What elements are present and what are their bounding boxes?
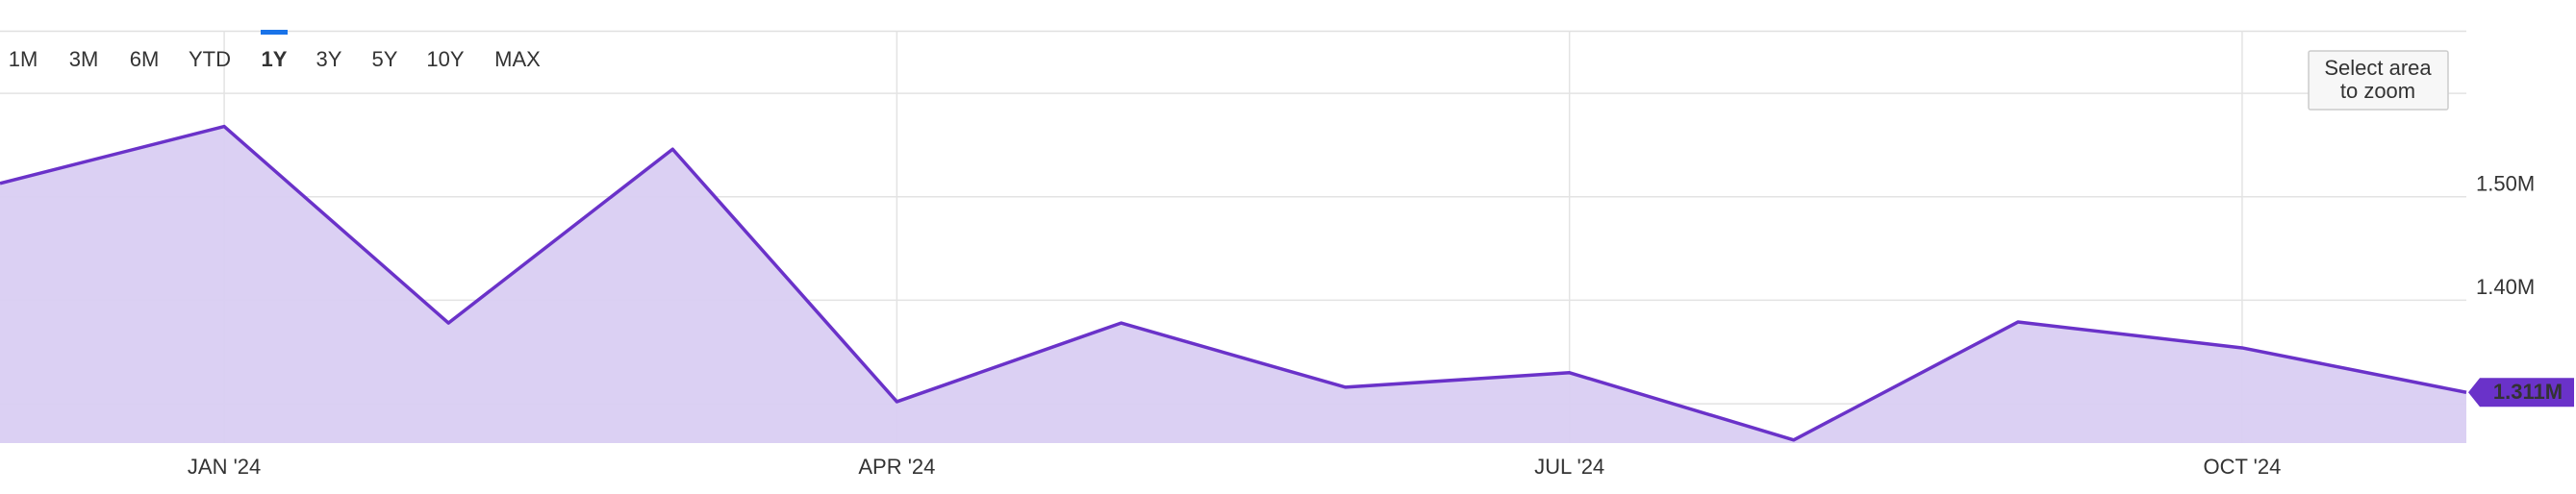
x-tick-label: OCT '24 — [2203, 455, 2281, 479]
zoom-button-box[interactable] — [2308, 50, 2449, 111]
range-button-label: 3Y — [316, 47, 342, 71]
range-button[interactable]: 1M — [9, 47, 38, 71]
range-button-label: 10Y — [426, 47, 464, 71]
current-value-tag — [2468, 378, 2574, 408]
range-button[interactable]: 1Y — [261, 30, 288, 71]
range-button-label: 6M — [130, 47, 160, 71]
y-tick-label: 1.50M — [2476, 172, 2535, 196]
range-button[interactable]: YTD — [189, 47, 231, 71]
range-button-label: YTD — [189, 47, 231, 71]
x-tick-label: JUL '24 — [1534, 455, 1604, 479]
range-button: 10Y — [426, 47, 464, 71]
range-button: MAX — [494, 47, 541, 71]
zoom-button[interactable]: Select area to zoom — [2308, 50, 2449, 111]
x-tick-label: JAN '24 — [188, 455, 261, 479]
range-button-label: 3M — [69, 47, 99, 71]
range-button-label: 1Y — [262, 47, 288, 71]
zoom-text: Select area — [2324, 56, 2432, 80]
current-value-label: 1.311M — [2493, 380, 2563, 404]
area-fill — [0, 126, 2466, 444]
range-button[interactable]: 6M — [130, 47, 160, 71]
zoom-text: to zoom — [2340, 79, 2415, 103]
range-button[interactable]: 5Y — [372, 47, 398, 71]
y-tick-label: 1.40M — [2476, 275, 2535, 299]
active-indicator — [261, 30, 288, 35]
range-button[interactable]: 3Y — [316, 47, 342, 71]
range-button-label: 1M — [9, 47, 38, 71]
x-tick-label: APR '24 — [858, 455, 935, 479]
range-button-label: MAX — [494, 47, 541, 71]
range-button[interactable]: 3M — [69, 47, 99, 71]
line — [0, 124, 2467, 442]
range-button-label: 5Y — [372, 47, 398, 71]
